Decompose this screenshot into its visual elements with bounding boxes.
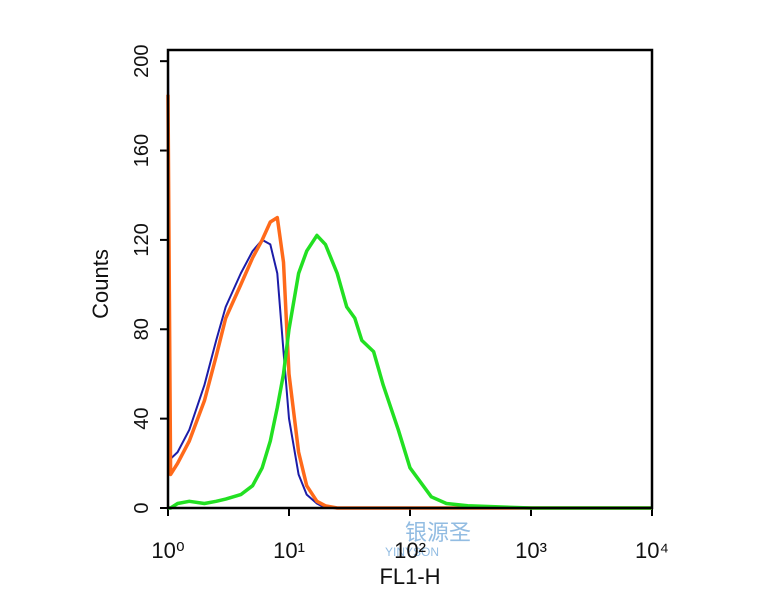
histogram-line [166, 94, 652, 510]
y-tick-label: 80 [131, 318, 153, 340]
x-tick-label: 10⁴ [635, 538, 669, 563]
y-tick-label: 0 [131, 502, 153, 513]
y-tick-label: 40 [131, 408, 153, 430]
x-tick-label: 10³ [515, 538, 547, 563]
watermark: YINYSON [385, 545, 439, 559]
y-tick-label: 200 [131, 44, 153, 77]
x-tick-label: 10⁰ [151, 538, 184, 563]
y-tick-label: 160 [131, 134, 153, 167]
x-tick-label: 10² [394, 538, 426, 563]
watermark: 银源圣 [405, 520, 471, 545]
y-axis-label: Counts [88, 249, 113, 319]
plot-frame [166, 48, 654, 510]
x-tick-label: 10¹ [273, 538, 305, 563]
histogram-line [168, 233, 652, 510]
x-axis-label: FL1-H [379, 564, 440, 589]
y-tick-label: 120 [131, 223, 153, 256]
